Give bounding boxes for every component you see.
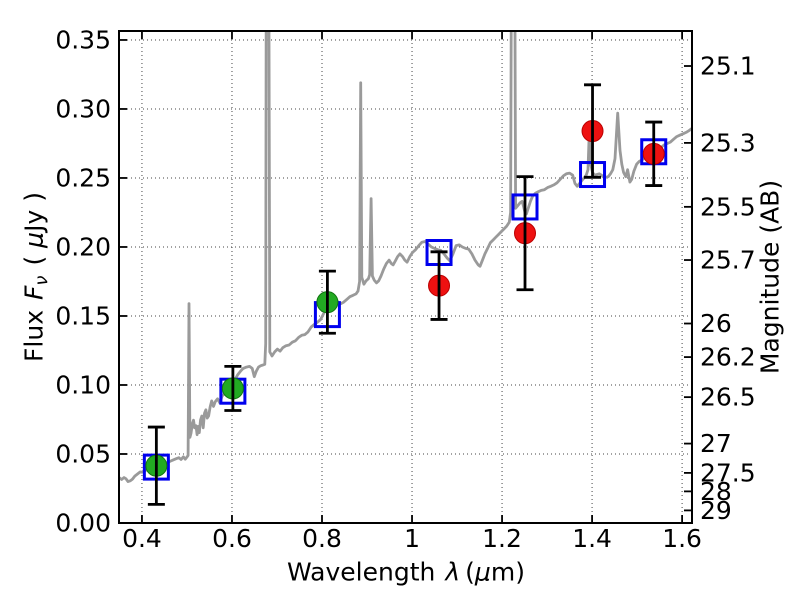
- flux-tick-label: 0.05: [55, 439, 111, 468]
- spectrum-line: [119, 31, 692, 483]
- flux-symbol: F: [19, 285, 49, 300]
- flux-label-text: Flux: [19, 309, 49, 362]
- x-axis-label-text: Wavelength: [287, 557, 436, 587]
- magnitude-label-text: Magnitude (AB): [755, 179, 785, 375]
- x-axis-unit-close: m): [490, 557, 525, 587]
- mag-tick-label: 27.5: [700, 458, 756, 487]
- mag-tick-label: 25.3: [700, 128, 756, 157]
- x-tick-label: 1.2: [482, 524, 522, 553]
- mu-jy-symbol: μ: [19, 231, 49, 248]
- flux-tick-label: 0.25: [55, 163, 111, 192]
- mag-tick-label: 25.1: [700, 52, 756, 81]
- left-y-axis-label: Flux Fν ( μJy ): [19, 192, 52, 362]
- mag-tick-label: 27: [700, 429, 732, 458]
- mag-tick-label: 26.2: [700, 343, 756, 372]
- mag-tick-label: 28: [700, 477, 732, 506]
- x-tick-label: 1.6: [662, 524, 702, 553]
- flux-tick-label: 0.15: [55, 301, 111, 330]
- mag-tick-label: 25.5: [700, 192, 756, 221]
- mag-tick-label: 26.5: [700, 383, 756, 412]
- flux-tick-label: 0.30: [55, 94, 111, 123]
- x-axis-label: Wavelength λ (μm): [287, 558, 525, 587]
- x-tick-label: 0.8: [302, 524, 342, 553]
- flux-tick-label: 0.35: [55, 25, 111, 54]
- x-tick-label: 0.4: [122, 524, 162, 553]
- nu-subscript: ν: [31, 275, 53, 286]
- x-tick-label: 1.4: [572, 524, 612, 553]
- x-tick-label: 0.6: [212, 524, 252, 553]
- lambda-symbol: λ: [445, 557, 461, 587]
- x-axis-unit-open: (: [465, 557, 475, 587]
- mag-tick-label: 25.7: [700, 246, 756, 275]
- flux-tick-label: 0.10: [55, 370, 111, 399]
- axes-frame: [118, 30, 693, 524]
- flux-unit-open: (: [19, 247, 49, 266]
- x-tick-label: 1: [404, 524, 420, 553]
- mag-tick-label: 29: [700, 496, 732, 525]
- flux-unit-close: Jy ): [19, 192, 49, 232]
- right-y-axis-label: Magnitude (AB): [756, 180, 785, 374]
- mag-tick-label: 26: [700, 309, 732, 338]
- flux-tick-label: 0.00: [55, 509, 111, 538]
- mu-symbol: μ: [474, 557, 491, 587]
- flux-tick-label: 0.20: [55, 232, 111, 261]
